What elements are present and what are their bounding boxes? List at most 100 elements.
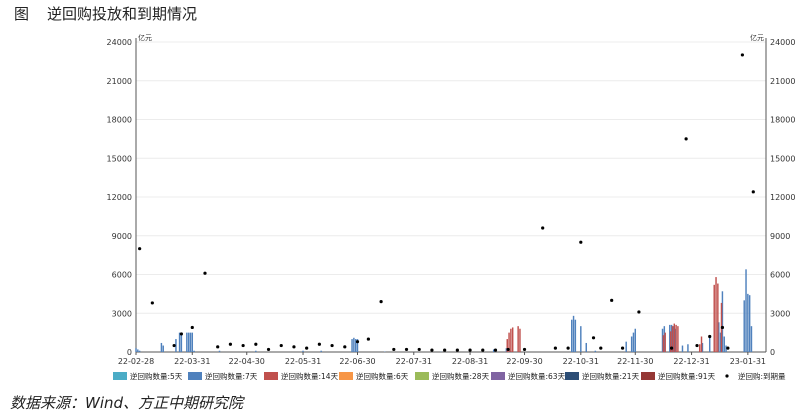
- maturity-point: [179, 332, 183, 336]
- bar-7d: [585, 342, 587, 352]
- bar-7d: [670, 324, 673, 352]
- left-axis-unit: 亿元: [138, 33, 152, 42]
- x-tick-label: 22-03-31: [174, 357, 210, 366]
- bar-14d: [510, 328, 512, 352]
- bar-14d: [700, 336, 703, 352]
- bar-7d: [630, 336, 633, 352]
- legend-swatch: [641, 372, 655, 380]
- maturity-point: [726, 346, 730, 350]
- bar-14d: [664, 332, 666, 352]
- bar-7d: [218, 350, 221, 352]
- maturity-dots: [138, 53, 755, 352]
- bar-7d: [135, 348, 137, 352]
- bar-7d: [191, 332, 194, 352]
- bar-7d: [634, 328, 637, 352]
- maturity-point: [695, 343, 699, 348]
- maturity-point: [708, 334, 712, 339]
- maturity-point: [481, 348, 485, 352]
- bar-7d: [748, 295, 751, 352]
- legend-item: 逆回购:到期量: [725, 371, 786, 381]
- bar-7d: [669, 324, 671, 352]
- maturity-point: [366, 337, 370, 341]
- maturity-point: [430, 348, 434, 352]
- bar-7d: [351, 339, 353, 352]
- bar-7d: [353, 337, 355, 352]
- legend-item: 逆回购数量:5天: [113, 371, 183, 381]
- bar-7d: [701, 342, 704, 352]
- bar-7d: [672, 326, 675, 352]
- bar-7d: [138, 350, 141, 352]
- legend-item: 逆回购数量:7天: [188, 371, 258, 381]
- figure-caption: 图逆回购投放和到期情况: [14, 3, 197, 24]
- maturity-point: [443, 348, 447, 352]
- bar-14d: [519, 328, 521, 352]
- bar-7d: [723, 336, 725, 352]
- bar-7d: [255, 350, 257, 352]
- bar-7d: [302, 350, 304, 352]
- maturity-point: [591, 336, 596, 340]
- legend-label: 逆回购:到期量: [738, 371, 786, 381]
- bar-14d: [698, 344, 701, 352]
- bar-7d: [187, 332, 190, 352]
- bar-7d: [320, 350, 322, 352]
- bar-7d: [574, 319, 577, 352]
- legend-label: 逆回购数量:21天: [582, 371, 640, 381]
- legend-item: 逆回购数量:6天: [339, 371, 409, 381]
- bar-7d: [674, 328, 676, 352]
- maturity-point: [455, 348, 459, 352]
- x-tick-label: 22-07-31: [396, 357, 432, 366]
- legend-label: 逆回购数量:14天: [281, 371, 339, 381]
- grid-lines: [136, 41, 766, 314]
- maturity-point: [610, 298, 614, 302]
- right-tick-label: 6000: [770, 271, 790, 280]
- legend-swatch: [188, 372, 202, 380]
- x-tick-label: 22-04-30: [229, 357, 265, 366]
- legend-label: 逆回购数量:7天: [205, 371, 258, 381]
- legend-swatch: [264, 372, 278, 380]
- maturity-point: [203, 271, 207, 275]
- bar-7d: [719, 332, 722, 352]
- legend: 逆回购数量:5天 逆回购数量:7天 逆回购数量:14天 逆回购数量:6天 逆回购数量:2…: [113, 371, 786, 381]
- maturity-point: [150, 301, 154, 305]
- bar-14d: [673, 323, 676, 352]
- x-tick-label: 22-08-31: [452, 357, 488, 366]
- right-tick-label: 18000: [770, 116, 795, 125]
- bar-7d: [572, 315, 575, 352]
- maturity-point: [392, 347, 396, 352]
- left-tick-label: 9000: [112, 232, 132, 241]
- maturity-point: [553, 346, 557, 350]
- bar-series: [135, 269, 753, 352]
- legend-label: 逆回购数量:28天: [432, 371, 490, 381]
- tick-labels: 0 3000 6000 9000 12000 15000 18000 21000 24000 0 3…: [107, 38, 796, 366]
- chart: 亿元 亿元 0 3000 6000 9000 12000 15000 18000 21000 2…: [107, 33, 796, 381]
- right-tick-label: 15000: [770, 154, 795, 163]
- bar-7d: [160, 342, 163, 352]
- bar-7d: [661, 328, 664, 352]
- bar-14d: [671, 326, 674, 352]
- legend-item: 逆回购数量:21天: [565, 371, 640, 381]
- bar-14d: [506, 339, 508, 352]
- maturity-point: [751, 190, 755, 194]
- legend-item: 逆回购数量:14天: [264, 371, 339, 381]
- maturity-point: [292, 345, 296, 349]
- maturity-point: [379, 300, 383, 304]
- bar-7d: [175, 339, 177, 352]
- bar-7d: [189, 332, 192, 352]
- x-tick-label: 22-11-30: [617, 357, 653, 366]
- bar-7d: [681, 345, 684, 352]
- legend-swatch: [415, 372, 429, 380]
- maturity-point: [279, 343, 283, 348]
- bar-14d: [511, 327, 514, 352]
- bar-14d: [717, 283, 719, 352]
- bar-7d: [571, 319, 573, 352]
- maturity-point: [506, 347, 510, 352]
- maturity-point: [493, 348, 498, 352]
- legend-label: 逆回购数量:63天: [508, 371, 566, 381]
- maturity-point: [541, 226, 545, 230]
- bar-14d: [508, 332, 510, 352]
- maturity-point: [355, 340, 360, 344]
- maturity-point: [241, 343, 245, 348]
- bar-7d: [625, 341, 627, 352]
- bar-7d: [137, 349, 139, 352]
- maturity-point: [579, 240, 583, 244]
